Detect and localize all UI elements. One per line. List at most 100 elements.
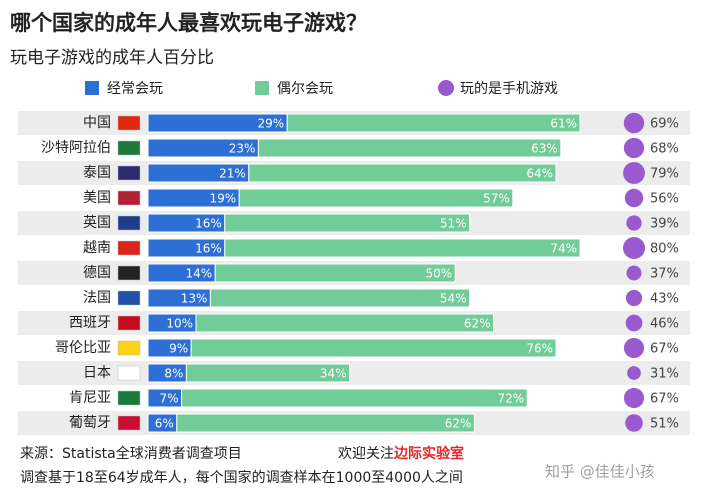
legend-swatch <box>438 80 454 96</box>
bubble-label: 43% <box>650 292 679 307</box>
category-label: 泰国 <box>83 165 111 181</box>
value-label: 9% <box>169 342 188 356</box>
value-label: 14% <box>186 267 213 281</box>
bubble-label: 79% <box>650 167 679 182</box>
bar-segment <box>195 313 495 333</box>
category-label: 肯尼亚 <box>69 390 111 406</box>
category-label: 沙特阿拉伯 <box>41 140 111 156</box>
value-label: 76% <box>526 342 553 356</box>
bubble <box>626 215 642 231</box>
value-label: 16% <box>195 217 222 231</box>
category-label: 德国 <box>83 265 111 281</box>
bar-segment <box>209 288 471 308</box>
flag <box>117 115 141 131</box>
value-label: 64% <box>526 167 553 181</box>
legend-swatch <box>85 81 99 95</box>
flag <box>117 415 141 431</box>
watermark: 知乎 @佳佳小孩 <box>545 463 655 481</box>
flag <box>117 340 141 356</box>
category-label: 美国 <box>83 190 111 206</box>
legend-swatch <box>255 81 269 95</box>
bar-segment <box>185 363 351 383</box>
bubble <box>623 162 645 184</box>
value-label: 10% <box>166 317 193 331</box>
promo-text: 欢迎关注 <box>338 446 394 462</box>
bar-segment <box>257 138 562 158</box>
flag <box>117 240 141 256</box>
value-label: 6% <box>155 417 174 431</box>
value-label: 21% <box>219 167 246 181</box>
value-label: 62% <box>464 317 491 331</box>
flag <box>117 215 141 231</box>
value-label: 50% <box>426 267 453 281</box>
bar-segment <box>224 238 581 258</box>
value-label: 61% <box>550 117 577 131</box>
flag <box>117 390 141 406</box>
bubble <box>626 265 642 281</box>
bubble <box>625 314 643 332</box>
bubble <box>623 112 645 134</box>
value-label: 62% <box>445 417 472 431</box>
bar-segment <box>176 413 475 433</box>
value-label: 23% <box>229 142 256 156</box>
bubble-label: 67% <box>650 392 679 407</box>
value-label: 54% <box>440 292 467 306</box>
promo-highlight: 边际实验室 <box>393 445 464 462</box>
flag <box>117 265 141 281</box>
category-label: 中国 <box>83 115 111 131</box>
bar-segment <box>181 388 528 408</box>
bar-segment <box>286 113 581 133</box>
chart-subtitle: 玩电子游戏的成年人百分比 <box>10 48 214 68</box>
source: 来源：Statista全球消费者调查项目 <box>20 445 242 462</box>
value-label: 29% <box>258 117 285 131</box>
bubble <box>624 188 644 208</box>
bubble <box>625 414 643 432</box>
bubble <box>623 137 645 159</box>
bar-segment <box>238 188 514 208</box>
value-label: 8% <box>164 367 183 381</box>
flag <box>117 140 141 156</box>
value-label: 63% <box>531 142 558 156</box>
bar-segment <box>214 263 456 283</box>
bubble-label: 51% <box>650 417 679 432</box>
bar-segment <box>248 163 557 183</box>
category-label: 日本 <box>83 365 111 381</box>
bubble-label: 67% <box>650 342 679 357</box>
category-label: 葡萄牙 <box>69 415 111 431</box>
value-label: 34% <box>320 367 347 381</box>
value-label: 74% <box>550 242 577 256</box>
category-label: 西班牙 <box>69 315 111 331</box>
bubble-label: 37% <box>650 267 679 282</box>
bubble <box>625 289 643 307</box>
bubble-label: 68% <box>650 142 679 157</box>
note: 调查基于18至64岁成年人，每个国家的调查样本在1000至4000人之间 <box>20 469 463 486</box>
category-label: 法国 <box>83 290 111 306</box>
flag <box>117 165 141 181</box>
flag <box>117 365 141 381</box>
value-label: 13% <box>181 292 208 306</box>
bar-segment <box>190 338 557 358</box>
flag <box>117 190 141 206</box>
value-label: 19% <box>210 192 237 206</box>
bubble <box>623 337 645 359</box>
bar-segment <box>224 213 471 233</box>
bubble-label: 31% <box>650 367 679 382</box>
bubble-label: 56% <box>650 192 679 207</box>
bubble-label: 46% <box>650 317 679 332</box>
flag <box>117 290 141 306</box>
chart-title: 哪个国家的成年人最喜欢玩电子游戏？ <box>10 11 367 35</box>
legend-label: 经常会玩 <box>107 81 163 97</box>
value-label: 51% <box>440 217 467 231</box>
category-label: 哥伦比亚 <box>55 340 111 356</box>
legend-label: 玩的是手机游戏 <box>460 81 558 97</box>
category-label: 英国 <box>83 214 111 231</box>
value-label: 57% <box>483 192 510 206</box>
legend-label: 偶尔会玩 <box>277 81 333 97</box>
flag <box>117 315 141 331</box>
category-label: 越南 <box>83 240 111 256</box>
bubble-label: 69% <box>650 117 679 132</box>
bubble <box>627 366 641 380</box>
bubble <box>623 387 645 409</box>
promo: 欢迎关注边际实验室 <box>338 445 464 462</box>
